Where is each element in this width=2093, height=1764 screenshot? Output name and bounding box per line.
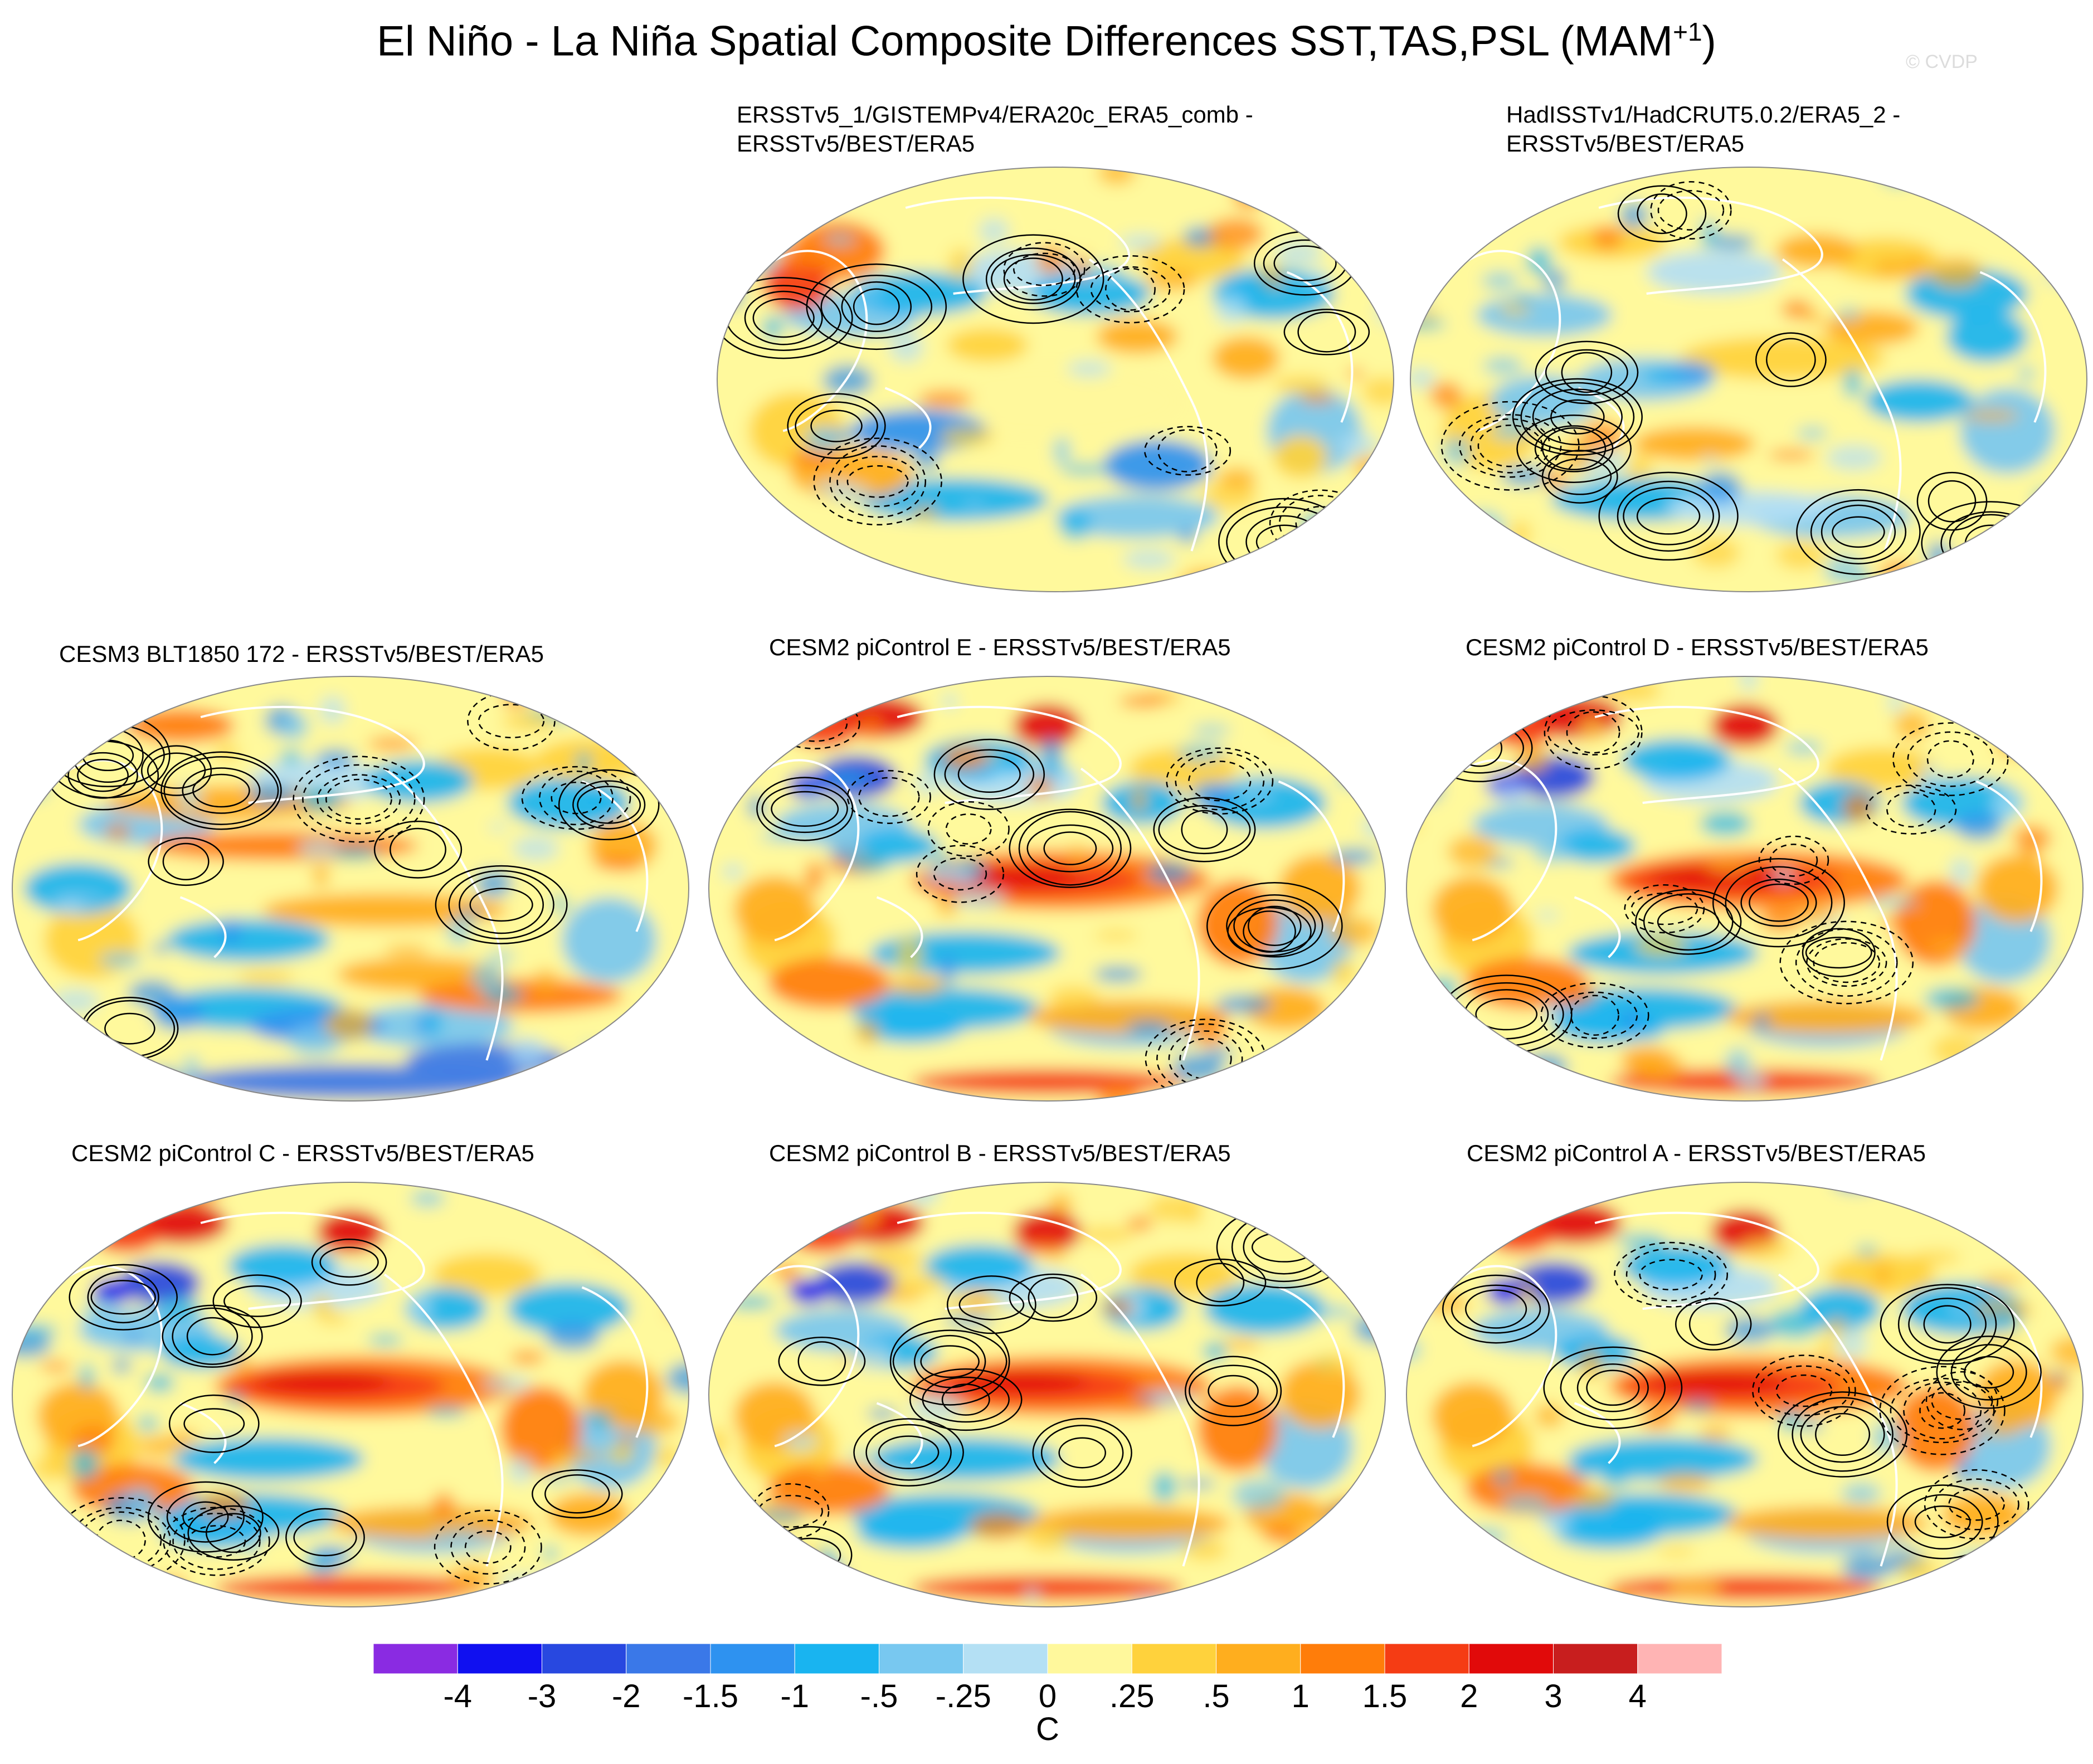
colorbar-tick-label: 2 <box>1460 1678 1478 1714</box>
panel-map <box>12 676 689 1102</box>
panel-title-line1: CESM2 piControl A - ERSSTv5/BEST/ERA5 <box>1467 1140 1926 1166</box>
colorbar-swatch <box>373 1643 458 1674</box>
panel-map <box>708 676 1386 1102</box>
panel-title: CESM3 BLT1850 172 - ERSSTv5/BEST/ERA5 <box>59 640 544 669</box>
colorbar-tick-label: -.25 <box>936 1678 991 1714</box>
colorbar-swatch <box>1384 1643 1469 1674</box>
colorbar-swatch <box>963 1643 1048 1674</box>
colorbar-swatch <box>794 1643 879 1674</box>
colorbar-tick-label: -1.5 <box>683 1678 738 1714</box>
colorbar-swatch <box>1047 1643 1132 1674</box>
colorbar-unit-label: C <box>1036 1711 1059 1747</box>
colorbar-tick-label: -.5 <box>860 1678 898 1714</box>
colorbar-tick-label: -3 <box>528 1678 557 1714</box>
panel-map <box>1410 167 2087 592</box>
colorbar-swatch <box>542 1643 627 1674</box>
colorbar-swatch <box>879 1643 964 1674</box>
colorbar-tick-label: 4 <box>1629 1678 1647 1714</box>
panel-title: ERSSTv5_1/GISTEMPv4/ERA20c_ERA5_comb - ER… <box>737 100 1253 158</box>
colorbar-tick-label: -2 <box>612 1678 641 1714</box>
figure-title-text: El Niño - La Niña Spatial Composite Diff… <box>377 17 1673 65</box>
panel-title-line1: CESM3 BLT1850 172 - ERSSTv5/BEST/ERA5 <box>59 641 544 667</box>
colorbar-swatch <box>1553 1643 1638 1674</box>
colorbar-tick-label: 3 <box>1544 1678 1562 1714</box>
panel-title-line2: ERSSTv5/BEST/ERA5 <box>1506 130 1745 157</box>
colorbar-swatch <box>1131 1643 1216 1674</box>
panel-title: CESM2 piControl C - ERSSTv5/BEST/ERA5 <box>71 1139 534 1168</box>
colorbar-swatch <box>1300 1643 1385 1674</box>
colorbar-tick-label: -4 <box>443 1678 472 1714</box>
panel-title-line1: ERSSTv5_1/GISTEMPv4/ERA20c_ERA5_comb - <box>737 101 1253 128</box>
panel-map <box>1406 1182 2084 1607</box>
cvdp-watermark: © CVDP <box>1906 51 1978 72</box>
panel-title: CESM2 piControl B - ERSSTv5/BEST/ERA5 <box>769 1139 1231 1168</box>
colorbar-tick-label: 1 <box>1292 1678 1310 1714</box>
figure-title-superscript: +1 <box>1673 17 1702 46</box>
colorbar-swatch <box>1216 1643 1301 1674</box>
colorbar-tick-label: 0 <box>1039 1678 1057 1714</box>
panel-title-line1: HadISSTv1/HadCRUT5.0.2/ERA5_2 - <box>1506 101 1901 128</box>
panel-map <box>12 1182 689 1607</box>
panel-title: CESM2 piControl A - ERSSTv5/BEST/ERA5 <box>1467 1139 1926 1168</box>
panel-map <box>708 1182 1386 1607</box>
colorbar-swatch <box>1637 1643 1722 1674</box>
colorbar-swatch <box>626 1643 711 1674</box>
panel-title-line2: ERSSTv5/BEST/ERA5 <box>737 130 975 157</box>
colorbar-tick-label: .25 <box>1109 1678 1155 1714</box>
figure-title: El Niño - La Niña Spatial Composite Diff… <box>0 17 2093 65</box>
panel-title-line1: CESM2 piControl C - ERSSTv5/BEST/ERA5 <box>71 1140 534 1166</box>
panel-title-line1: CESM2 piControl D - ERSSTv5/BEST/ERA5 <box>1466 634 1929 660</box>
colorbar-tick-label: .5 <box>1203 1678 1229 1714</box>
panel-title: CESM2 piControl D - ERSSTv5/BEST/ERA5 <box>1466 633 1929 662</box>
panel-title: HadISSTv1/HadCRUT5.0.2/ERA5_2 - ERSSTv5/B… <box>1506 100 1900 158</box>
panel-map <box>1406 676 2084 1102</box>
figure-title-close: ) <box>1702 17 1716 65</box>
colorbar-swatch <box>1468 1643 1554 1674</box>
panel-title-line1: CESM2 piControl B - ERSSTv5/BEST/ERA5 <box>769 1140 1231 1166</box>
colorbar-tick-label: 1.5 <box>1362 1678 1408 1714</box>
colorbar-tick-label: -1 <box>780 1678 809 1714</box>
panel-title: CESM2 piControl E - ERSSTv5/BEST/ERA5 <box>769 633 1231 662</box>
panel-title-line1: CESM2 piControl E - ERSSTv5/BEST/ERA5 <box>769 634 1231 660</box>
colorbar-swatch <box>710 1643 795 1674</box>
panel-map <box>717 167 1394 592</box>
colorbar-swatch <box>457 1643 542 1674</box>
